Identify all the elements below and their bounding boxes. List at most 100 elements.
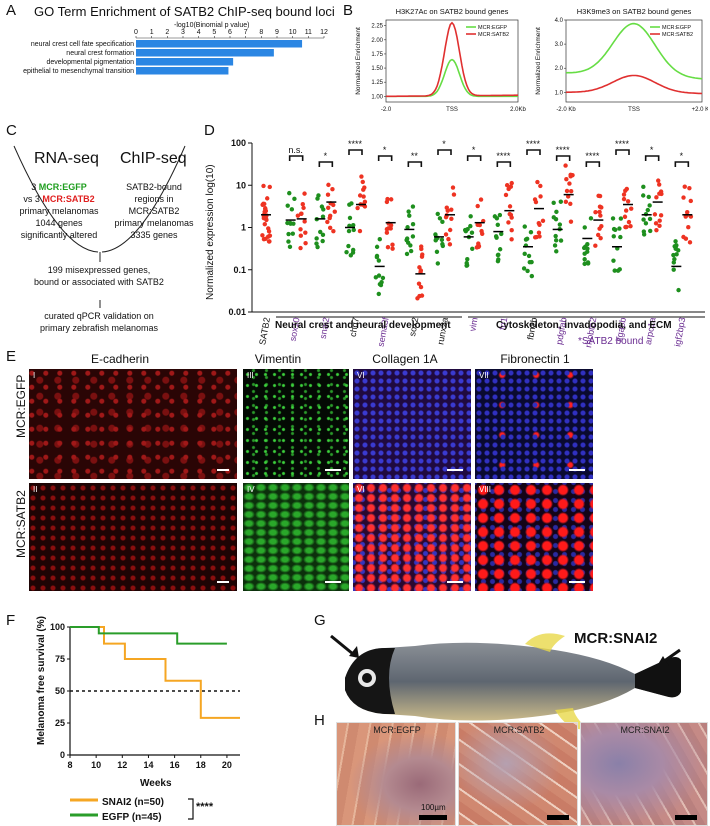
point-egfp-itga6b	[611, 234, 616, 239]
point-egfp-chd7	[351, 227, 356, 233]
point-satb2-rhobtb2	[597, 204, 603, 209]
head-arrow	[330, 634, 354, 656]
scale-bar	[569, 469, 585, 471]
point-egfp-arpc1a	[647, 216, 653, 222]
chipseq-heading: ChIP-seq	[120, 150, 187, 167]
point-egfp-snai2	[314, 236, 319, 241]
point-egfp-igf2bp3	[671, 260, 676, 265]
point-egfp-chd7	[346, 243, 351, 249]
point-egfp-vim	[465, 257, 470, 262]
point-satb2-sox10	[298, 233, 304, 238]
point-satb2-SATB2	[261, 183, 266, 189]
if-image-egfp-collagen: VI	[352, 368, 472, 480]
panel-b-label: B	[343, 2, 354, 19]
f-xtick-label: 8	[67, 760, 72, 770]
scale-bar	[217, 469, 229, 471]
point-egfp-igf2bp3	[672, 256, 677, 262]
point-satb2-rhobtb2	[598, 213, 603, 218]
profile-ylabel: Normalized Enrichment	[535, 27, 542, 95]
image-numeral: II	[33, 485, 38, 494]
gene-label-fn1: fn1	[497, 317, 509, 331]
point-satb2-fbn2b	[535, 179, 540, 185]
point-egfp-arpc1a	[646, 194, 651, 200]
point-egfp-igf2bp3	[676, 287, 681, 293]
point-satb2-chd7	[357, 228, 363, 234]
point-satb2-snai2	[326, 182, 331, 188]
scale-bar	[569, 581, 585, 583]
profile-xtick-label: -2.0	[381, 107, 392, 113]
point-egfp-chd7	[346, 228, 352, 234]
point-satb2-runx2a	[443, 232, 449, 237]
if-image-egfp-fibronectin: VII	[474, 368, 594, 480]
gene-label-sox2: sox2	[407, 317, 420, 337]
point-satb2-igf2bp3	[685, 209, 690, 215]
sig-label: ****	[585, 151, 600, 161]
panel-h-label: H	[314, 712, 325, 729]
point-satb2-fn1	[509, 180, 514, 186]
point-egfp-fbn2b	[522, 224, 527, 229]
go-category-label: neural crest cell fate specification	[31, 41, 134, 48]
f-xtick-label: 12	[117, 760, 127, 770]
point-egfp-pdgfab	[553, 233, 558, 239]
point-satb2-fbn2b	[540, 218, 546, 223]
go-category-label: developmental pigmentation	[46, 59, 134, 66]
point-egfp-arpc1a	[648, 228, 653, 234]
image-numeral: VI	[357, 371, 365, 380]
zebrafish-photo	[330, 633, 681, 730]
point-egfp-igf2bp3	[674, 252, 679, 257]
point-satb2-sema3f	[390, 246, 395, 251]
image-numeral: VI	[357, 485, 365, 494]
gene-label-fbn2b: fbn2b	[525, 317, 539, 341]
point-satb2-fbn2b	[532, 235, 538, 240]
point-egfp-arpc1a	[645, 207, 651, 213]
profile-ylabel: Normalized Enrichment	[355, 27, 362, 95]
point-satb2-fn1	[506, 220, 511, 225]
point-egfp-sox10	[292, 196, 297, 202]
chipseq-description: SATB2-bound regions in MCR:SATB2 primary…	[114, 182, 194, 240]
point-egfp-fbn2b	[522, 251, 527, 257]
scale-bar	[447, 581, 463, 583]
point-egfp-vim	[469, 230, 475, 235]
point-egfp-pdgfab	[553, 216, 559, 222]
panel-c-label: C	[6, 122, 17, 139]
point-satb2-runx2a	[447, 227, 453, 233]
go-tick-label: 8	[259, 29, 263, 36]
point-egfp-pdgfab	[553, 238, 559, 243]
point-egfp-runx2a	[439, 237, 445, 243]
point-egfp-igf2bp3	[673, 245, 678, 250]
point-satb2-itga6b	[621, 196, 627, 202]
gene-label-arpc1a: arpc1a	[643, 317, 658, 346]
go-bar	[136, 49, 274, 57]
point-satb2-snai2	[326, 205, 331, 210]
profile-ytick-label: 1.0	[555, 90, 564, 96]
point-egfp-snai2	[315, 244, 320, 250]
point-satb2-runx2a	[444, 205, 449, 210]
go-tick-label: 12	[320, 29, 328, 36]
point-satb2-chd7	[357, 193, 363, 198]
if-image-satb2-collagen: VI	[352, 482, 472, 592]
histology-snai2: MCR:SNAI2	[580, 722, 708, 826]
point-satb2-fn1	[509, 215, 514, 220]
profile-ytick-label: 3.0	[555, 42, 564, 48]
point-satb2-vim	[475, 222, 480, 227]
point-satb2-itga6b	[624, 186, 630, 192]
point-satb2-sox2	[420, 252, 425, 257]
sig-label: ****	[526, 139, 541, 149]
sig-label: ****	[556, 145, 571, 155]
point-satb2-sema3f	[384, 226, 390, 232]
point-satb2-fbn2b	[536, 220, 541, 226]
sig-bracket	[526, 149, 541, 155]
point-egfp-vim	[463, 229, 469, 234]
go-bar-chart: 0 1 2 3 4 5 6 7 8 9 10 11 12 neural crest cell fate …	[23, 29, 328, 75]
point-egfp-itga6b	[618, 216, 624, 221]
point-satb2-runx2a	[450, 185, 456, 190]
point-satb2-arpc1a	[657, 218, 662, 223]
image-numeral: VII	[479, 371, 489, 380]
scale-bar	[217, 581, 229, 583]
if-image-egfp-ecadherin: I	[28, 368, 238, 480]
point-satb2-snai2	[330, 187, 335, 192]
point-egfp-rhobtb2	[585, 261, 591, 266]
point-satb2-SATB2	[265, 234, 271, 239]
point-egfp-vim	[470, 246, 475, 251]
panel-d-label: D	[204, 122, 215, 139]
